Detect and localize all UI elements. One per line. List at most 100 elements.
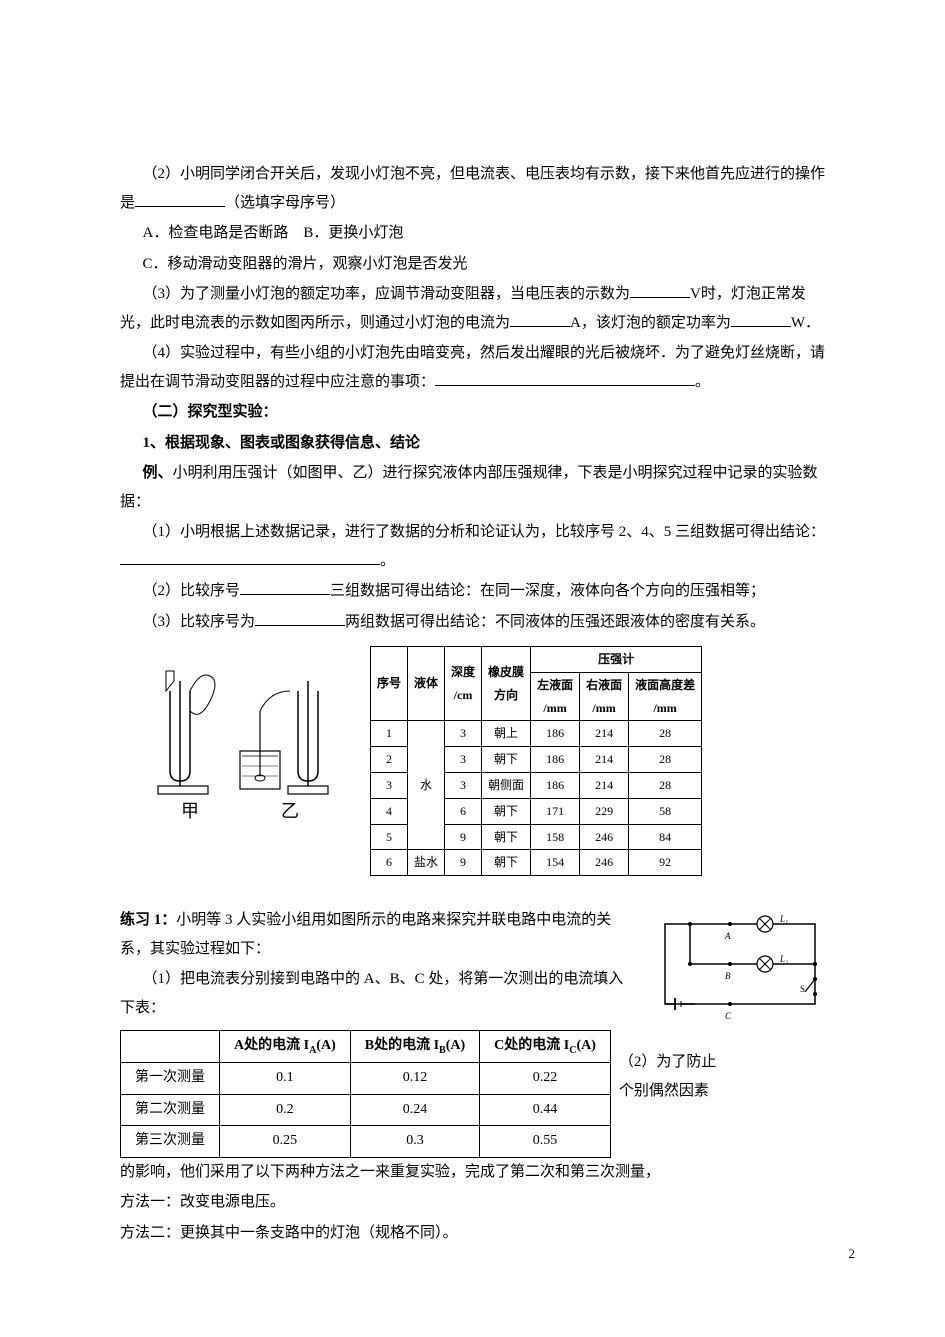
- ex1-title: 练习 1：小明等 3 人实验小组用如图所示的电路来探究并联电路中电流的关系，其实…: [120, 906, 635, 963]
- cell: 9: [445, 824, 482, 850]
- th-dir: 橡皮膜方向: [482, 647, 531, 721]
- cell: 28: [629, 721, 702, 747]
- th-depth-u: /cm: [454, 688, 473, 702]
- th-left: 左液面/mm: [531, 672, 580, 721]
- th-dir-t2: 方向: [494, 688, 518, 702]
- example-label: 例、: [143, 465, 173, 481]
- th-ib: B处的电流 IB(A): [350, 1031, 479, 1063]
- cell: 246: [580, 850, 629, 876]
- cell: 158: [531, 824, 580, 850]
- apparatus-labels: 甲 乙: [140, 794, 340, 828]
- p3-blank[interactable]: [255, 609, 345, 626]
- side-note-1: （2）为了防止: [619, 1048, 739, 1077]
- th-ia: A处的电流 IA(A): [220, 1031, 351, 1063]
- table-row: 第一次测量 0.1 0.12 0.22: [121, 1062, 611, 1094]
- q2-opt-a: A．检查电路是否断路: [143, 225, 289, 241]
- th-diff: 液面高度差/mm: [629, 672, 702, 721]
- q2-option-c: C．移动滑动变阻器的滑片，观察小灯泡是否发光: [120, 250, 825, 279]
- cell: 4: [371, 798, 408, 824]
- cell: 229: [580, 798, 629, 824]
- cell: 28: [629, 772, 702, 798]
- th-left-t: 左液面: [537, 678, 573, 692]
- q2-blank[interactable]: [135, 190, 225, 207]
- apparatus-figure: 甲 乙: [140, 646, 340, 826]
- q4-line: （4）实验过程中，有些小组的小灯泡先由暗变亮，然后发出耀眼的光后被烧坏．为了避免…: [120, 339, 825, 396]
- cell: 28: [629, 747, 702, 773]
- q3-blank-v[interactable]: [630, 282, 690, 299]
- q4-b: 。: [695, 374, 710, 390]
- svg-text:S: S: [800, 984, 805, 994]
- cell: 246: [580, 824, 629, 850]
- page-number: 2: [849, 1242, 856, 1267]
- svg-text:B: B: [725, 971, 731, 981]
- p3-b: 两组数据可得出结论：不同液体的压强还跟液体的密度有关系。: [345, 614, 765, 630]
- cell: 0.2: [220, 1094, 351, 1126]
- q3-c: A，该灯泡的额定功率为: [570, 315, 731, 331]
- cell: 214: [580, 747, 629, 773]
- p2-a: （2）比较序号: [143, 583, 241, 599]
- table-row: 1 水 3 朝上 186 214 28: [371, 721, 702, 747]
- cell: 5: [371, 824, 408, 850]
- cell: 2: [371, 747, 408, 773]
- current-table: A处的电流 IA(A) B处的电流 IB(A) C处的电流 IC(A) 第一次测…: [120, 1030, 611, 1158]
- th-ia-t: A处的电流 I: [234, 1038, 309, 1053]
- cell: 171: [531, 798, 580, 824]
- th-ib-u: (A): [446, 1038, 465, 1053]
- q2-line1: （2）小明同学闭合开关后，发现小灯泡不亮，但电流表、电压表均有示数，接下来他首先…: [120, 160, 825, 217]
- cell: 3: [445, 747, 482, 773]
- q4-blank[interactable]: [435, 369, 695, 386]
- section2-title: （二）探究型实验：: [120, 398, 825, 427]
- cell: 154: [531, 850, 580, 876]
- th-right: 右液面/mm: [580, 672, 629, 721]
- ex1-p1: （1）把电流表分别接到电路中的 A、B、C 处，将第一次测出的电流填入下表：: [120, 965, 635, 1022]
- cell: 0.22: [480, 1062, 611, 1094]
- cell-water: 水: [408, 721, 445, 850]
- cell: 0.24: [350, 1094, 479, 1126]
- cell: 朝下: [482, 824, 531, 850]
- side-note: （2）为了防止 个别偶然因素: [619, 1030, 739, 1105]
- cell: 6: [371, 850, 408, 876]
- cell: 第三次测量: [121, 1126, 220, 1158]
- cell: 0.44: [480, 1094, 611, 1126]
- section2-p1: （1）小明根据上述数据记录，进行了数据的分析和论证认为，比较序号 2、4、5 三…: [120, 518, 825, 575]
- cell: 186: [531, 721, 580, 747]
- table-row: 序号 液体 深度/cm 橡皮膜方向 压强计: [371, 647, 702, 673]
- table-row: 第二次测量 0.2 0.24 0.44: [121, 1094, 611, 1126]
- th-dir-t: 橡皮膜: [488, 665, 524, 679]
- cell: 0.55: [480, 1126, 611, 1158]
- ex1-title-a: 练习 1：: [120, 912, 176, 928]
- p1-a: （1）小明根据上述数据记录，进行了数据的分析和论证认为，比较序号 2、4、5 三…: [143, 524, 826, 540]
- section2-sub1: 1、根据现象、图表或图象获得信息、结论: [120, 429, 825, 458]
- label-jia: 甲: [181, 794, 199, 828]
- table-row: 第三次测量 0.25 0.3 0.55: [121, 1126, 611, 1158]
- cell: 92: [629, 850, 702, 876]
- cell: 0.1: [220, 1062, 351, 1094]
- example-text: 小明利用压强计（如图甲、乙）进行探究液体内部压强规律，下表是小明探究过程中记录的…: [120, 465, 818, 510]
- th-ia-u: (A): [316, 1038, 335, 1053]
- cell: 1: [371, 721, 408, 747]
- cell: 朝下: [482, 850, 531, 876]
- svg-text:A: A: [724, 931, 731, 941]
- q3-blank-w[interactable]: [731, 310, 791, 327]
- circuit-svg: L₁ A L₂ B S C: [655, 914, 825, 1024]
- q3-line: （3）为了测量小灯泡的额定功率，应调节滑动变阻器，当电压表的示数为V时，灯泡正常…: [120, 280, 825, 337]
- cell: 84: [629, 824, 702, 850]
- current-table-row: A处的电流 IA(A) B处的电流 IB(A) C处的电流 IC(A) 第一次测…: [120, 1030, 825, 1158]
- th-depth: 深度/cm: [445, 647, 482, 721]
- cell: 盐水: [408, 850, 445, 876]
- th-ib-s: B: [439, 1045, 446, 1056]
- cell: 58: [629, 798, 702, 824]
- th-ic-u: (A): [576, 1038, 595, 1053]
- tail-m2: 方法二：更换其中一条支路中的灯泡（规格不同）。: [120, 1219, 825, 1248]
- th-ib-t: B处的电流 I: [365, 1038, 439, 1053]
- cell: 朝下: [482, 798, 531, 824]
- cell: 3: [371, 772, 408, 798]
- th-ic-t: C处的电流 I: [494, 1038, 569, 1053]
- q3-blank-a[interactable]: [510, 310, 570, 327]
- th-diff-t: 液面高度差: [635, 678, 695, 692]
- p2-blank[interactable]: [240, 579, 330, 596]
- p1-blank[interactable]: [120, 548, 380, 565]
- label-yi: 乙: [281, 794, 299, 828]
- p3-a: （3）比较序号为: [143, 614, 256, 630]
- svg-text:L₁: L₁: [779, 914, 788, 924]
